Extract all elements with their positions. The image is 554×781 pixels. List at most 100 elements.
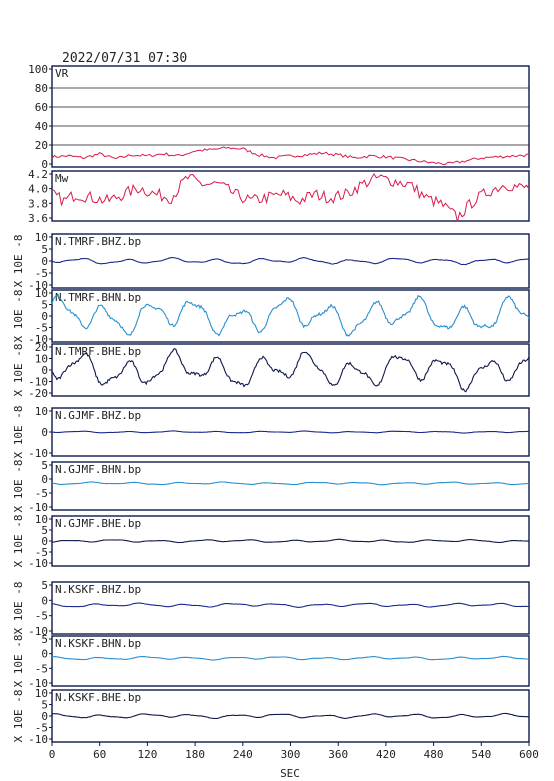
x-tick-label: 540 bbox=[471, 748, 491, 761]
y-tick-label: 3.8 bbox=[28, 197, 48, 210]
y-tick-label: 10 bbox=[35, 513, 48, 526]
x-tick-label: 0 bbox=[49, 748, 56, 761]
series-line-tmrf_bhn bbox=[51, 293, 530, 337]
y-tick-label: 5 bbox=[41, 579, 48, 592]
x-tick-label: 420 bbox=[376, 748, 396, 761]
x-tick-label: 60 bbox=[93, 748, 106, 761]
y-tick-label: 5 bbox=[41, 699, 48, 712]
panel-kskf_bhz: 5 0 -5 -10 N.KSKF.BHZ.bp X 10E -8 bbox=[12, 579, 530, 638]
y-tick-label: 4.0 bbox=[28, 183, 48, 196]
series-line-gjmf_bhz bbox=[51, 430, 530, 434]
y-tick-label: 0 bbox=[41, 648, 48, 661]
y-tick-label: 0 bbox=[41, 364, 48, 377]
y-tick-label: 5 bbox=[41, 633, 48, 646]
y-tick-label: -10 bbox=[28, 625, 48, 638]
x-tick-label: 600 bbox=[519, 748, 539, 761]
x-tick-label: 240 bbox=[233, 748, 253, 761]
y-tick-label: 60 bbox=[35, 101, 48, 114]
y-axis-label: X 10E -8 bbox=[12, 515, 25, 568]
y-tick-label: -5 bbox=[35, 722, 48, 735]
series-line-kskf_bhe bbox=[51, 712, 529, 720]
panel-frame bbox=[51, 581, 530, 635]
y-tick-label: 4.2 bbox=[28, 168, 48, 181]
panel-label: N.GJMF.BHE.bp bbox=[55, 517, 141, 530]
y-tick-label: 10 bbox=[35, 353, 48, 366]
y-tick-label: -5 bbox=[35, 267, 48, 280]
y-tick-label: -5 bbox=[35, 610, 48, 623]
y-tick-label: 5 bbox=[41, 524, 48, 537]
y-tick-label: 10 bbox=[35, 231, 48, 244]
panel-gjmf_bhz: 10 0 -10 N.GJMF.BHZ.bp X 10E -8 bbox=[12, 405, 530, 460]
y-axis-label: X 10E -8 bbox=[12, 344, 25, 397]
series-line-gjmf_bhn bbox=[51, 481, 529, 486]
y-tick-label: 0 bbox=[41, 426, 48, 439]
y-tick-label: -10 bbox=[28, 333, 48, 346]
y-axis-label: X 10E -8 bbox=[12, 635, 25, 688]
y-tick-label: -10 bbox=[28, 733, 48, 746]
x-tick-label: 480 bbox=[424, 748, 444, 761]
y-tick-label: -10 bbox=[28, 677, 48, 690]
y-tick-label: 0 bbox=[41, 310, 48, 323]
panel-label: N.TMRF.BHN.bp bbox=[55, 291, 141, 304]
y-tick-label: 5 bbox=[41, 243, 48, 256]
y-tick-label: 80 bbox=[35, 82, 48, 95]
panel-label: VR bbox=[55, 67, 69, 80]
y-tick-label: -5 bbox=[35, 662, 48, 675]
x-tick-label: 120 bbox=[137, 748, 157, 761]
y-tick-label: -5 bbox=[35, 487, 48, 500]
y-tick-label: -10 bbox=[28, 557, 48, 570]
panel-label: N.GJMF.BHN.bp bbox=[55, 463, 141, 476]
y-tick-label: 100 bbox=[28, 63, 48, 76]
y-tick-label: -20 bbox=[28, 387, 48, 400]
series-line-tmrf_bhz bbox=[51, 256, 530, 266]
y-axis-label: X 10E -8 bbox=[12, 460, 25, 513]
y-tick-label: -5 bbox=[35, 546, 48, 559]
panel-label: N.TMRF.BHZ.bp bbox=[55, 235, 141, 248]
panel-frame bbox=[51, 461, 530, 511]
panel-kskf_bhn: 5 0-5 -10 N.KSKF.BHN.bp X 10E -8 bbox=[12, 633, 530, 690]
panels-group: 100806040200VR4.24.03.83.6Mw1050-5-10N.T… bbox=[12, 63, 530, 746]
panel-label: N.KSKF.BHE.bp bbox=[55, 691, 141, 704]
series-line-gjmf_bhe bbox=[51, 538, 530, 544]
y-tick-label: 5 bbox=[41, 459, 48, 472]
panel-gjmf_bhn: 50-5-10 N.GJMF.BHN.bp X 10E -8 bbox=[12, 459, 530, 514]
x-tick-label: 300 bbox=[281, 748, 301, 761]
panel-label: N.TMRF.BHE.bp bbox=[55, 345, 141, 358]
y-tick-label: -5 bbox=[35, 322, 48, 335]
y-tick-label: 0 bbox=[41, 255, 48, 268]
y-tick-label: 10 bbox=[35, 287, 48, 300]
y-axis-label: X 10E -8 bbox=[12, 235, 25, 288]
series-line-tmrf_bhe bbox=[51, 347, 530, 393]
y-tick-label: 3.6 bbox=[28, 212, 48, 225]
panel-label: N.KSKF.BHZ.bp bbox=[55, 583, 141, 596]
series-line-mw bbox=[51, 172, 530, 222]
panel-label: Mw bbox=[55, 172, 69, 185]
panel-frame bbox=[51, 635, 530, 687]
x-tick-label: 360 bbox=[328, 748, 348, 761]
y-tick-label: 0 bbox=[41, 594, 48, 607]
panel-label: N.KSKF.BHN.bp bbox=[55, 637, 141, 650]
y-tick-label: 5 bbox=[41, 299, 48, 312]
y-tick-label: -10 bbox=[28, 501, 48, 514]
panel-vr: 100 80 60 40 20 0 VR bbox=[28, 63, 530, 171]
x-axis-label: SEC bbox=[280, 767, 300, 780]
y-axis-label: X 10E -8 bbox=[12, 582, 25, 635]
y-tick-label: 20 bbox=[35, 341, 48, 354]
panel-mw: 4.2 4.03.8 3.6 Mw bbox=[28, 168, 530, 225]
y-tick-label: 20 bbox=[35, 139, 48, 152]
panel-frame bbox=[51, 65, 530, 168]
y-axis-label: X 10E -8 bbox=[12, 406, 25, 459]
x-tick-label: 180 bbox=[185, 748, 205, 761]
y-tick-label: 0 bbox=[41, 535, 48, 548]
y-tick-label: 0 bbox=[41, 158, 48, 171]
y-tick-label: -10 bbox=[28, 376, 48, 389]
series-line-kskf_bhn bbox=[51, 655, 530, 661]
panel-frame bbox=[51, 170, 530, 222]
y-tick-label: 10 bbox=[35, 405, 48, 418]
panel-label: N.GJMF.BHZ.bp bbox=[55, 409, 141, 422]
